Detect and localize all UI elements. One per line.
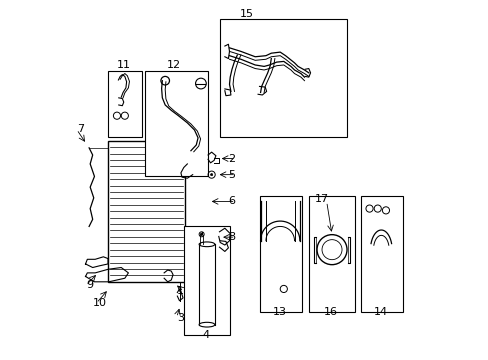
Text: 14: 14 (373, 307, 387, 317)
Bar (108, 71, 142, 137)
Text: 17: 17 (315, 194, 329, 203)
Text: 7: 7 (77, 124, 83, 134)
Circle shape (200, 233, 203, 235)
Bar (108, 141, 184, 282)
Bar (308, 196, 354, 312)
Text: 15: 15 (240, 9, 253, 19)
Text: 8: 8 (228, 232, 235, 242)
Text: 6: 6 (228, 197, 235, 206)
Text: 4: 4 (202, 330, 209, 341)
Bar (145, 71, 207, 176)
Bar (259, 196, 301, 312)
Text: 5: 5 (228, 170, 235, 180)
Text: 13: 13 (273, 307, 286, 317)
Bar (360, 196, 402, 312)
Bar (220, 19, 346, 137)
Text: 16: 16 (324, 307, 338, 317)
Text: 12: 12 (166, 60, 181, 70)
Text: 9: 9 (86, 280, 93, 291)
Text: 10: 10 (93, 298, 106, 308)
Circle shape (210, 174, 212, 176)
Text: 1: 1 (176, 287, 183, 296)
Text: 2: 2 (228, 154, 235, 163)
Text: 11: 11 (117, 60, 131, 70)
Text: 3: 3 (176, 312, 183, 323)
Bar (183, 226, 230, 336)
Ellipse shape (199, 242, 214, 247)
Ellipse shape (199, 322, 214, 327)
